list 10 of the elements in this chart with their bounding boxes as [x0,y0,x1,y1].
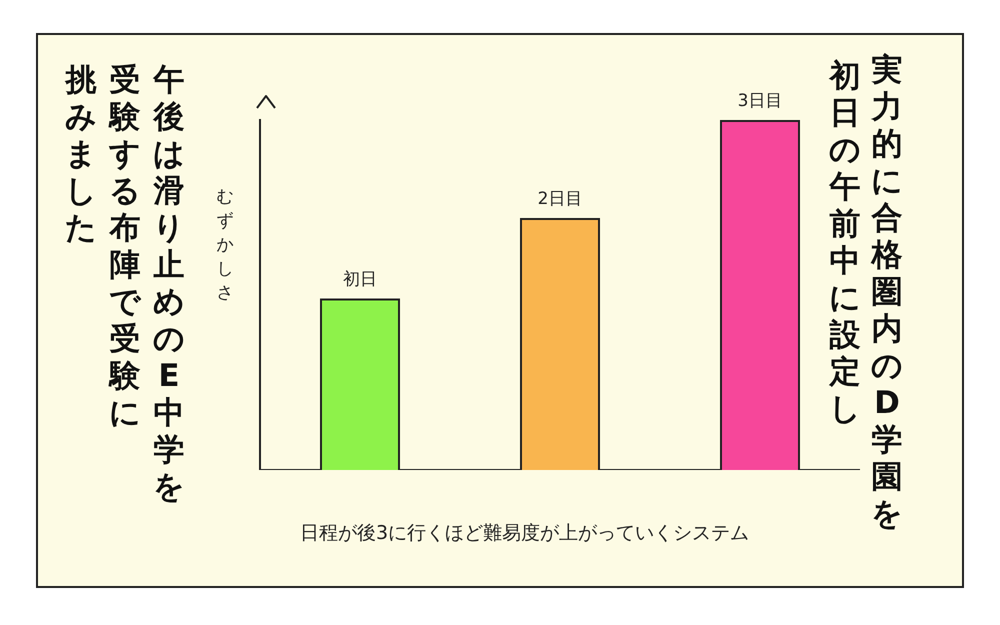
x-axis-title: 日程が後3に行くほど難易度が上がっていくシステム [300,521,750,546]
text: 実力的に合格圏内のD学園を [871,52,903,532]
y-axis-title: むずかしさ [216,186,234,305]
text: 受験する布陣で受験に [109,62,141,431]
x-tick-label: 2日目 [538,188,582,209]
text: 初日の午前中に設定し [829,58,861,427]
text: 午後は滑り止めのE中学を [153,62,185,505]
text: 挑みました [64,62,98,247]
x-tick-label: 3日目 [738,90,782,111]
x-tick-label: 初日 [343,269,377,290]
